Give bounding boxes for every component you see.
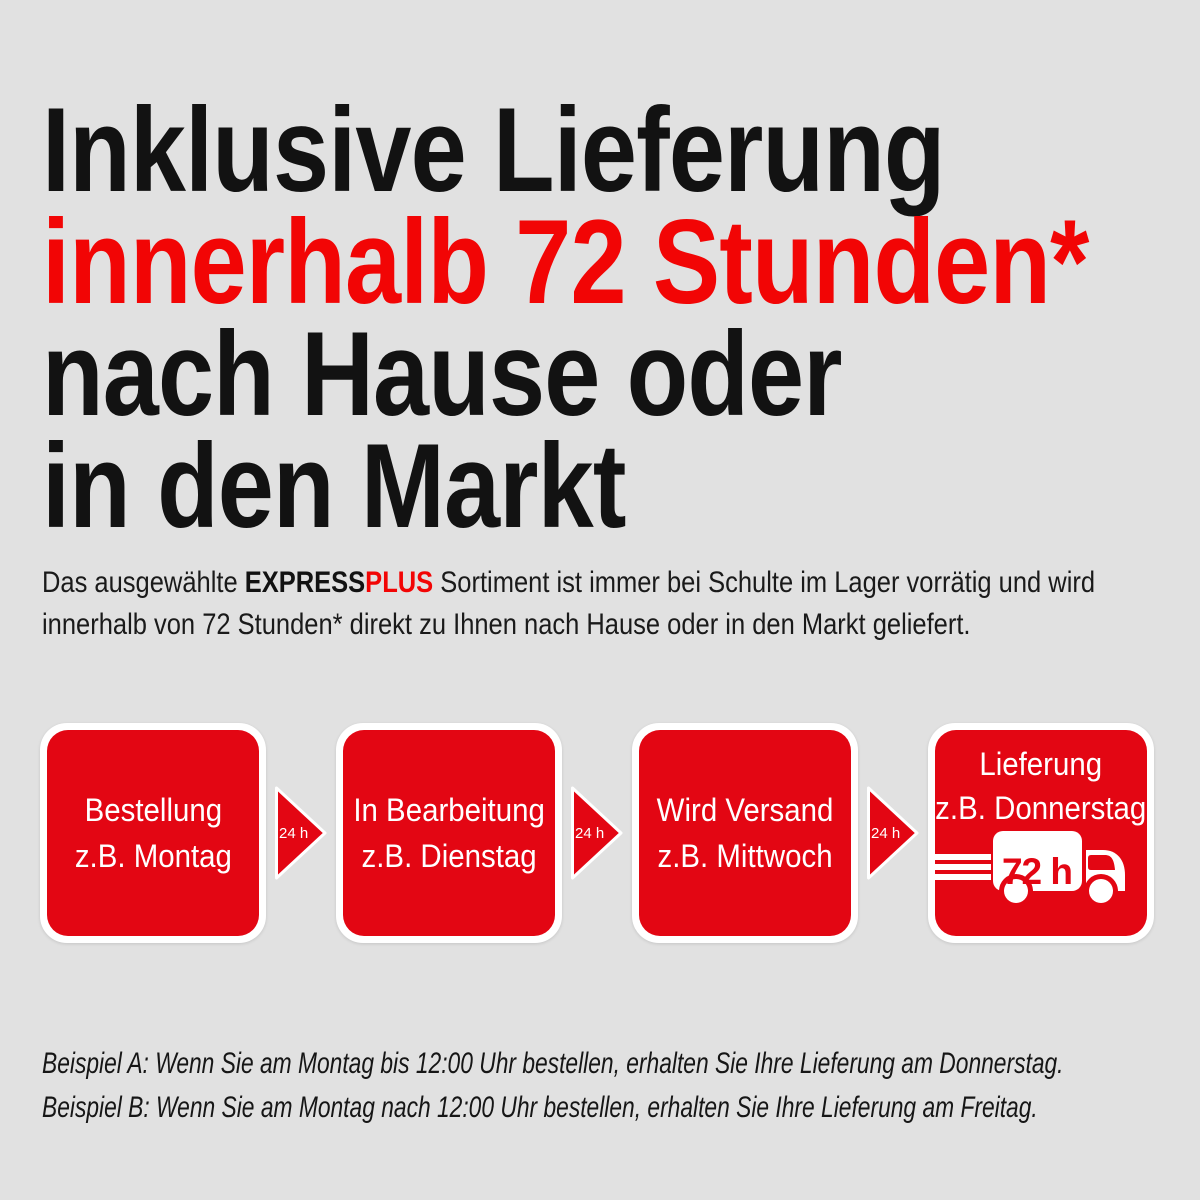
headline: Inklusive Lieferung innerhalb 72 Stunden… [42, 83, 1089, 553]
example-a: Beispiel A: Wenn Sie am Montag bis 12:00… [42, 1047, 1064, 1080]
truck-wheel [1004, 879, 1028, 903]
truck-wheel [1089, 879, 1113, 903]
arrow-24h-icon: 24 h [571, 786, 623, 880]
step-title: In Bearbeitung [353, 792, 545, 828]
step-box-delivery: Lieferung z.B. Donnerstag [928, 723, 1154, 943]
truck-window [1088, 855, 1115, 870]
step-box-shipping: Wird Versand z.B. Mittwoch [632, 723, 858, 943]
step-title: Bestellung [84, 792, 222, 828]
arrow-label: 24 h [575, 825, 604, 842]
step-subtitle: z.B. Donnerstag [935, 790, 1147, 826]
example-b: Beispiel B: Wenn Sie am Montag nach 12:0… [42, 1091, 1038, 1124]
step-box-processing-inner: In Bearbeitung z.B. Dienstag [343, 730, 555, 936]
step-box-order: Bestellung z.B. Montag [40, 723, 266, 943]
headline-line-3: nach Hause oder [42, 307, 843, 441]
step-label: Bestellung z.B. Montag [74, 787, 231, 879]
delivery-truck-icon: 72 h [931, 831, 1125, 908]
step-title: Wird Versand [656, 792, 834, 828]
arrow-24h-icon: 24 h [275, 786, 327, 880]
intro-prefix: Das ausgewählte [42, 566, 245, 599]
speed-line [931, 854, 991, 860]
brand-plus: PLUS [365, 566, 434, 599]
step-box-delivery-inner: Lieferung z.B. Donnerstag [931, 730, 1147, 936]
headline-line-2-highlight: innerhalb 72 Stunden* [42, 195, 1089, 329]
delivery-timeline: Bestellung z.B. Montag 24 h In Bearbeitu… [40, 723, 1154, 943]
arrow-label: 24 h [279, 825, 308, 842]
step-label: Lieferung z.B. Donnerstag [935, 742, 1146, 830]
step-box-order-inner: Bestellung z.B. Montag [47, 730, 259, 936]
speed-line [931, 864, 991, 870]
intro-suffix: Sortiment ist immer bei Schulte im Lager… [42, 566, 1096, 641]
arrow-label: 24 h [871, 825, 900, 842]
arrow-24h-icon: 24 h [867, 786, 919, 880]
step-title: Lieferung [979, 746, 1103, 782]
step-subtitle: z.B. Montag [74, 838, 232, 874]
truck-72h-label: 72 h [1002, 851, 1072, 892]
step-label: In Bearbeitung z.B. Dienstag [353, 787, 545, 879]
step-subtitle: z.B. Dienstag [361, 838, 537, 874]
speed-line [931, 874, 991, 880]
step-box-shipping-inner: Wird Versand z.B. Mittwoch [639, 730, 851, 936]
brand-express: EXPRESS [244, 566, 366, 599]
intro-paragraph: Das ausgewählte EXPRESSPLUS Sortiment is… [42, 562, 1160, 646]
step-label: Wird Versand z.B. Mittwoch [657, 787, 834, 879]
example-notes: Beispiel A: Wenn Sie am Montag bis 12:00… [42, 1042, 1159, 1130]
headline-line-4: in den Markt [42, 419, 626, 553]
headline-line-1: Inklusive Lieferung [42, 83, 945, 217]
step-box-processing: In Bearbeitung z.B. Dienstag [336, 723, 562, 943]
step-subtitle: z.B. Mittwoch [657, 838, 833, 874]
